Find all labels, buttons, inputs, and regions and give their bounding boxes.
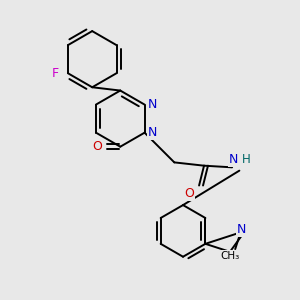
Text: H: H [242,153,250,166]
Text: N: N [237,223,247,236]
Text: O: O [92,140,102,153]
Text: CH₃: CH₃ [220,251,240,261]
Text: N: N [229,153,239,166]
Text: N: N [148,98,158,111]
Text: F: F [52,67,59,80]
Text: N: N [148,126,158,139]
Text: O: O [184,187,194,200]
